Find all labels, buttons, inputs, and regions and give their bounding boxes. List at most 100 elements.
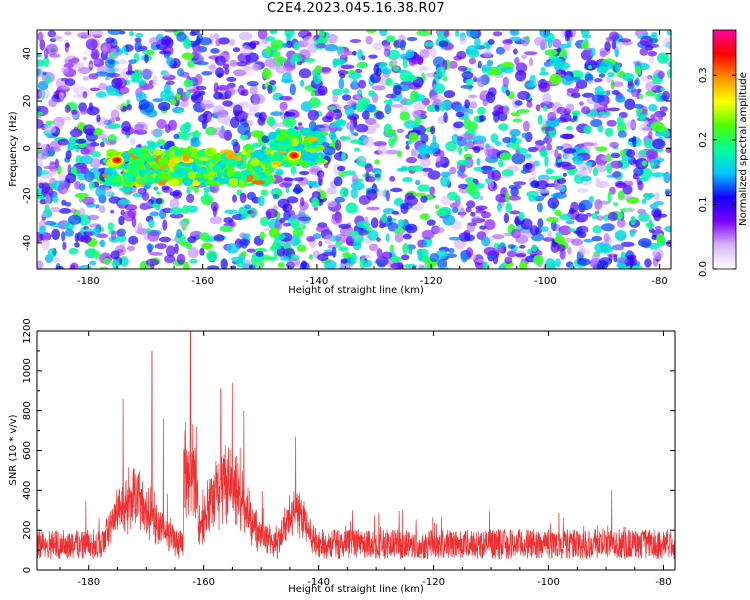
spectrogram-cell — [260, 216, 269, 227]
spectrogram-cell — [279, 182, 292, 188]
spectrogram-cell — [44, 124, 57, 134]
spectrogram-cell — [370, 217, 379, 229]
spectrogram-cell — [85, 228, 93, 232]
spectrogram-cell — [572, 155, 584, 165]
spectrogram-cell — [229, 59, 238, 67]
spectrogram-cell — [117, 199, 131, 205]
spectrogram-cell — [224, 67, 230, 75]
spectrogram-cell — [454, 105, 464, 113]
spectrogram-cell — [666, 240, 671, 247]
spectrogram-cell — [565, 220, 575, 225]
spectrogram-cell — [311, 197, 320, 209]
spectrogram-cell — [436, 156, 445, 166]
spectrogram-cell — [239, 232, 247, 239]
spectrogram-cell — [268, 227, 280, 238]
spectrogram-cell — [352, 79, 358, 89]
spectrogram-cell — [57, 138, 69, 146]
snr-x-tick-label: -100 — [537, 577, 560, 588]
spectrogram-cell — [381, 213, 388, 223]
spectrogram-cell — [385, 77, 393, 86]
spectrogram-cell — [148, 36, 162, 46]
spectrogram-cell — [542, 105, 548, 112]
spectrogram-cell — [298, 49, 311, 61]
spectrogram-cell — [91, 52, 99, 60]
spectrogram-cell — [240, 133, 248, 141]
spectrogram-cell — [581, 175, 592, 182]
spectrogram-cell — [573, 230, 582, 235]
spectrogram-cell — [448, 236, 462, 241]
spectrogram-cell — [456, 159, 471, 166]
spectrogram-cell — [207, 113, 212, 122]
spectrogram-cell — [376, 248, 383, 258]
spectrogram-cell — [340, 64, 355, 70]
spectrogram-cell — [643, 119, 650, 131]
spectrogram-cell — [575, 213, 588, 223]
spectrogram-cell — [420, 195, 428, 203]
spectrogram-cell — [44, 220, 56, 226]
spectrogram-cell — [83, 48, 92, 57]
spectrogram-cell — [495, 193, 509, 203]
spectrogram-cell — [546, 143, 552, 151]
spectrogram-cell — [491, 170, 502, 181]
spectrogram-cell — [460, 252, 468, 263]
spectrogram-cell — [339, 136, 351, 141]
spectrogram-cell — [364, 163, 373, 173]
spectrogram-cell — [250, 208, 256, 219]
spectrogram-cell — [130, 137, 136, 146]
spectrogram-cell — [397, 219, 405, 228]
spectrogram-cell — [78, 66, 91, 75]
spectrogram-cell — [83, 124, 95, 135]
spectrogram-cell — [389, 244, 394, 254]
snr-x-tick-label: -140 — [307, 577, 330, 588]
spectrogram-cell — [554, 235, 566, 244]
spectrogram-cell — [476, 76, 486, 88]
spectrogram-cell — [194, 73, 203, 86]
spectrogram-cell — [88, 102, 94, 112]
spectrogram-cell — [121, 45, 127, 54]
spectrogram-cell — [159, 50, 172, 55]
spectrogram-cell — [286, 127, 297, 136]
spectrogram-cell — [377, 144, 388, 156]
spectrogram-cell — [503, 213, 510, 224]
spectrogram-x-tick-label: -120 — [420, 276, 443, 287]
spectrogram-cell — [160, 89, 174, 102]
spectrogram-cell — [488, 66, 501, 76]
spectrogram-cell — [638, 114, 646, 122]
spectrogram-cell — [238, 178, 245, 189]
spectrogram-cell — [419, 157, 431, 168]
spectrogram-cell — [175, 164, 182, 169]
spectrogram-cell — [511, 152, 526, 165]
spectrogram-cell — [49, 207, 61, 213]
spectrogram-cell — [585, 161, 593, 167]
spectrogram-cell — [89, 158, 102, 169]
spectrogram-y-axis-title: Frequency (Hz) — [8, 111, 19, 187]
spectrogram-cell — [420, 167, 433, 172]
spectrogram-cell — [156, 191, 161, 195]
spectrogram-cell — [387, 49, 401, 60]
spectrogram-cell — [429, 141, 440, 153]
spectrogram-cell — [448, 247, 455, 254]
spectrogram-cell — [365, 171, 370, 182]
spectrogram-cell — [302, 35, 317, 46]
spectrogram-cell — [655, 131, 664, 137]
spectrogram-cell — [467, 121, 478, 132]
spectrogram-cell — [651, 32, 658, 37]
spectrogram-cell — [582, 92, 595, 98]
spectrogram-cell — [242, 66, 251, 72]
spectrogram-cell — [301, 155, 311, 161]
spectrogram-cell — [654, 159, 661, 166]
spectrogram-cell — [103, 257, 111, 265]
spectrogram-cell — [572, 76, 581, 83]
spectrogram-cell — [459, 207, 466, 219]
spectrogram-cell — [148, 219, 155, 228]
spectrogram-cell — [481, 236, 491, 247]
spectrogram-cell — [260, 189, 269, 196]
spectrogram-cell — [80, 234, 92, 243]
spectrogram-cell — [212, 127, 225, 136]
spectrogram-cell — [539, 30, 551, 38]
spectrogram-cell — [134, 121, 149, 133]
spectrogram-cell — [434, 204, 440, 209]
spectrogram-cell — [314, 65, 322, 74]
spectrogram-cell — [609, 141, 619, 148]
